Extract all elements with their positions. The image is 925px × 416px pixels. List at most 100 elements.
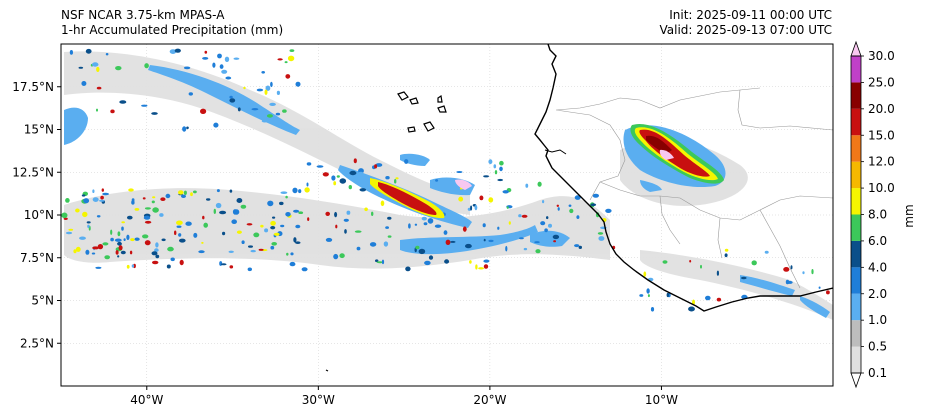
colorbar-label: 0.5 [868,340,887,354]
convective-cell [592,193,599,198]
convective-cell [556,204,559,207]
convective-cell [217,53,222,59]
convective-cell [119,100,127,104]
convective-cell [92,197,99,203]
colorbar-segment [851,82,861,109]
convective-cell [643,271,647,277]
colorbar-segment [851,214,861,241]
colorbar-label: 20.0 [868,102,895,116]
convective-cell [101,188,105,192]
convective-cell [364,207,368,212]
convective-cell [483,259,490,263]
lat-tick-label: 10°N [24,208,54,222]
convective-cell [170,257,175,262]
convective-cell [354,230,362,233]
convective-cell [75,246,81,252]
precip-blob [800,296,830,318]
convective-cell [270,81,273,88]
convective-cell [96,215,101,218]
convective-cell [183,66,191,70]
colorbar-label: 30.0 [868,49,895,63]
convective-cell [322,172,329,177]
convective-cell [764,250,769,254]
convective-cell [169,49,177,54]
convective-cell [105,53,109,56]
convective-cell [155,242,159,248]
colorbar-segment [851,161,861,189]
convective-cell [236,198,243,203]
convective-cell [155,254,160,259]
convective-cell [142,234,149,239]
convective-cell [383,241,389,247]
convective-cell [444,259,450,264]
convective-cell [470,205,473,211]
convective-cell [548,223,552,228]
colorbar-label: 10.0 [868,181,895,195]
convective-cell [79,236,86,240]
convective-cell [130,238,135,242]
colorbar-label: 25.0 [868,75,895,89]
convective-cell [458,196,464,202]
convective-cell [716,270,720,276]
convective-cell [339,178,347,184]
convective-cell [802,271,805,275]
convective-cell [65,198,70,203]
convective-cell [229,265,234,269]
convective-cell [128,188,134,192]
convective-cell [73,249,77,254]
convective-cell [240,204,247,209]
country-borders [555,87,833,289]
longitude-axis: 40°W 30°W 20°W 10°W [130,386,678,407]
convective-cell [270,226,276,230]
convective-cell [304,187,310,193]
convective-cell [292,187,298,194]
convective-cell [576,215,580,220]
convective-cell [272,216,276,219]
convective-cell [110,237,114,242]
convective-cell [525,183,529,188]
convective-cell [790,265,793,270]
convective-cell [261,119,268,123]
convective-cell [117,255,120,258]
convective-cell [295,81,301,87]
lat-tick-label: 12.5°N [12,165,54,179]
colorbar-label: 12.0 [868,155,895,169]
convective-cell [165,193,171,199]
convective-cell [395,177,399,180]
convective-cell [221,69,228,74]
lat-tick-label: 2.5°N [20,336,54,350]
convective-cell [220,263,227,266]
convective-cell [381,259,385,265]
convective-cell [81,194,86,197]
convective-cell [535,249,541,254]
convective-cell [271,242,278,246]
convective-cell [688,306,695,312]
convective-cell [75,208,80,213]
convective-cell [160,197,166,201]
convective-cell [557,207,560,211]
convective-cell [97,244,104,250]
convective-cell [96,66,100,72]
convective-cell [404,159,409,164]
convective-cell [286,252,289,256]
convective-cell [343,218,349,222]
convective-cell [126,264,130,269]
convective-cell [256,88,264,92]
colorbar-min-extension [850,372,862,389]
lon-tick-label: 20°W [473,393,506,407]
convective-cell [176,220,183,226]
convective-cell [104,255,110,260]
convective-cell [126,234,130,240]
convective-cell [265,85,271,91]
convective-cell [568,204,572,207]
convective-cell [142,197,146,200]
convective-cell [369,242,377,247]
convective-cell [215,202,222,209]
convective-cell [229,98,236,103]
convective-cell [385,226,389,229]
colorbar-segment [851,346,861,373]
convective-cell [117,241,122,246]
convective-cell [224,56,230,62]
convective-cell [505,245,508,252]
